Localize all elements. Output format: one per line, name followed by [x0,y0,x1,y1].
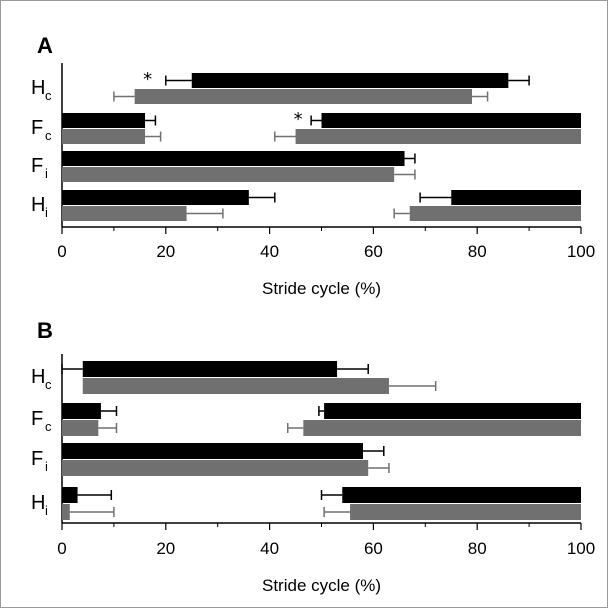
panel-a-row-fi-gray-bar [62,167,395,182]
panel-a-row-fc-label: F [31,117,43,139]
panel-a-row-fi-black-bar [62,151,405,166]
panel-b-x-axis-title: Stride cycle (%) [262,576,381,595]
panel-b-row-hi-black-bar [342,487,581,503]
panel-b-tick-label: 0 [57,539,66,558]
panel-a-row-fc-black-bar [321,113,581,128]
panel-a-tick-label: 20 [156,242,175,261]
panel-a-row-fc-sublabel: c [45,128,52,143]
panel-a-tick-label: 60 [364,242,383,261]
panel-a-row-hi-gray-bar [62,206,187,221]
panel-b-row-fc-gray-bar [303,420,581,436]
panel-a-x-axis-title: Stride cycle (%) [262,279,381,298]
panel-a-row-fc-significance-star: * [294,109,303,130]
panel-a-tick-label: 80 [468,242,487,261]
panel-a-tick-label: 100 [567,242,595,261]
panel-b-tick-label: 60 [364,539,383,558]
panel-a-tick-label: 0 [57,242,66,261]
panel-b-row-hi-gray-bar [350,504,581,520]
panel-b-row-fc-black-bar [324,403,581,419]
panel-b-row-hc-black-bar [82,361,338,377]
panel-b-row-hi-sublabel: i [45,503,48,518]
panel-b-row-fc-black-bar [62,403,101,419]
panel-b-row-hc-label: H [31,366,45,388]
panel-a-row-hc-black-bar [191,73,509,88]
panel-a-row-fc-gray-bar [295,129,581,144]
panel-a-label: A [37,33,53,58]
panel-b-tick-label: 100 [567,539,595,558]
panel-a-row-hi-black-bar [62,190,249,205]
panel-a-row-hc-gray-bar [134,89,473,104]
panel-b-row-hc-sublabel: c [45,377,52,392]
panel-b-row-hc-gray-bar [82,378,389,394]
panel-a-row-hi-sublabel: i [45,205,48,220]
panel-b-tick-label: 80 [468,539,487,558]
panel-a-row-fi-sublabel: i [45,166,48,181]
panel-b-tick-label: 20 [156,539,175,558]
panel-b-row-fc-gray-bar [62,420,99,436]
panel-b-row-fc-sublabel: c [45,419,52,434]
panel-a-row-hc-sublabel: c [45,88,52,103]
panel-b-row-fc-label: F [31,408,43,430]
panel-b-row-hi-gray-bar [62,504,70,520]
panel-a-row-fc-gray-bar [62,129,146,144]
panel-a-row-hc-label: H [31,77,45,99]
panel-a-row-fi-label: F [31,155,43,177]
panel-a-row-hi-label: H [31,194,45,216]
panel-a-row-fc-black-bar [62,113,146,128]
panel-a-row-hc-significance-star: * [143,69,152,90]
panel-b-row-fi-label: F [31,448,43,470]
panel-b-row-hi-black-bar [62,487,78,503]
panel-b-row-fi-sublabel: i [45,459,48,474]
panel-a-row-hi-gray-bar [409,206,581,221]
panel-b-row-hi-label: H [31,492,45,514]
panel-b-row-fi-gray-bar [62,460,369,476]
panel-b-tick-label: 40 [260,539,279,558]
panel-a-tick-label: 40 [260,242,279,261]
panel-b-row-fi-black-bar [62,443,364,459]
panel-a-row-hi-black-bar [451,190,581,205]
panel-b-label: B [37,318,53,343]
